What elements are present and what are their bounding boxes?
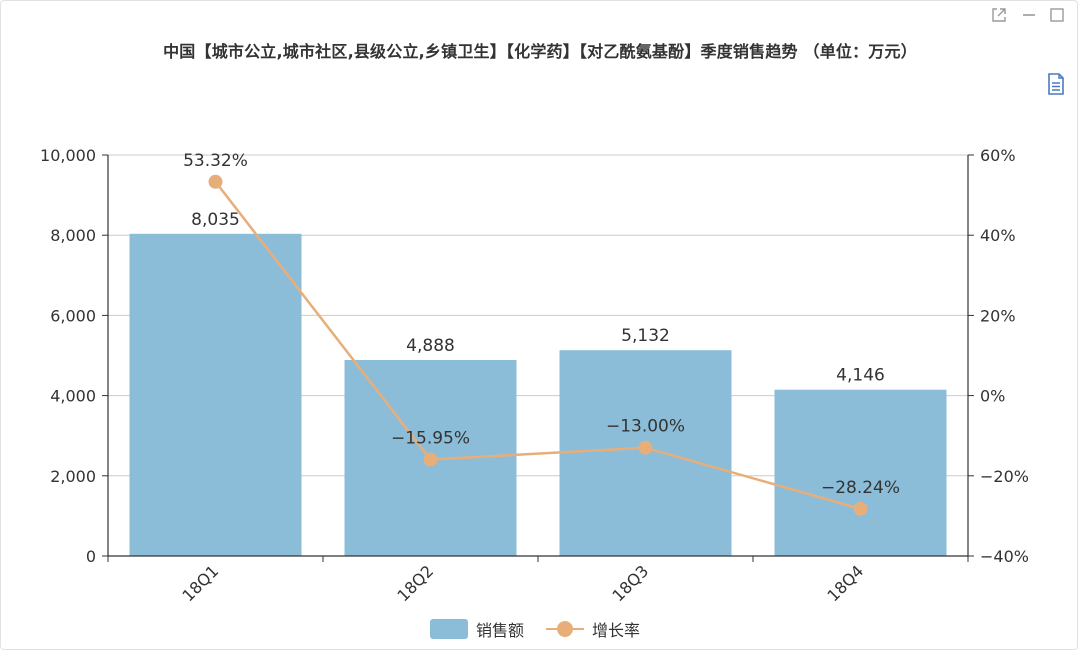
y-left-tick-label: 0: [86, 547, 96, 566]
maximize-icon[interactable]: [1048, 6, 1066, 24]
y-left-tick-label: 10,000: [40, 146, 96, 165]
legend-bar-swatch: [430, 619, 468, 639]
y-right-tick-label: −20%: [980, 467, 1029, 486]
growth-value-label: −15.95%: [391, 429, 470, 449]
x-tick-label: 18Q4: [823, 561, 867, 605]
growth-value-label: −13.00%: [606, 417, 685, 437]
growth-line: [214, 181, 861, 511]
legend-dot-swatch: [557, 621, 573, 637]
bar-value-label: 8,035: [191, 210, 240, 230]
bar: [774, 389, 947, 556]
y-left-tick-label: 6,000: [50, 306, 96, 325]
y-right-tick-label: 20%: [980, 306, 1016, 325]
chart-title: 中国【城市公立,城市社区,县级公立,乡镇卫生】【化学药】【对乙酰氨基酚】季度销售…: [163, 42, 917, 61]
legend-item-growth[interactable]: 增长率: [546, 616, 640, 642]
y-right-tick-label: 0%: [980, 387, 1005, 406]
growth-value-label: 53.32%: [183, 151, 248, 171]
legend-swatch-bar: [430, 619, 468, 639]
y-right-tick-label: −40%: [980, 547, 1029, 566]
legend-item-sales[interactable]: 销售额: [430, 616, 524, 642]
legend: 销售额 增长率: [0, 616, 1080, 642]
growth-value-label: −28.24%: [821, 478, 900, 498]
bar-value-label: 4,888: [406, 336, 455, 356]
chart-plot: 0 2,000 4,000 6,000 8,000 10,000 −40% −20% 0% 20%…: [40, 146, 1029, 605]
y-left-tick-label: 2,000: [50, 467, 96, 486]
data-view-icon[interactable]: [1045, 72, 1067, 96]
growth-point: [638, 440, 653, 455]
growth-point: [423, 452, 438, 467]
growth-point: [853, 501, 868, 516]
y-right-tick-label: 40%: [980, 226, 1016, 245]
legend-swatch-line: [546, 621, 584, 637]
y-right-tick-label: 60%: [980, 146, 1016, 165]
x-tick-label: 18Q1: [178, 561, 222, 605]
x-tick-label: 18Q2: [393, 561, 437, 605]
bar: [129, 233, 302, 556]
x-tick-label: 18Q3: [608, 561, 652, 605]
bar-value-label: 5,132: [621, 326, 670, 346]
expand-icon[interactable]: [990, 6, 1008, 24]
y-left-tick-label: 4,000: [50, 387, 96, 406]
growth-point: [208, 174, 223, 189]
y-left-tick-label: 8,000: [50, 226, 96, 245]
legend-label-growth: 增长率: [592, 621, 641, 640]
minimize-icon[interactable]: [1020, 6, 1038, 24]
legend-label-sales: 销售额: [476, 621, 525, 640]
bar-value-label: 4,146: [836, 366, 885, 386]
